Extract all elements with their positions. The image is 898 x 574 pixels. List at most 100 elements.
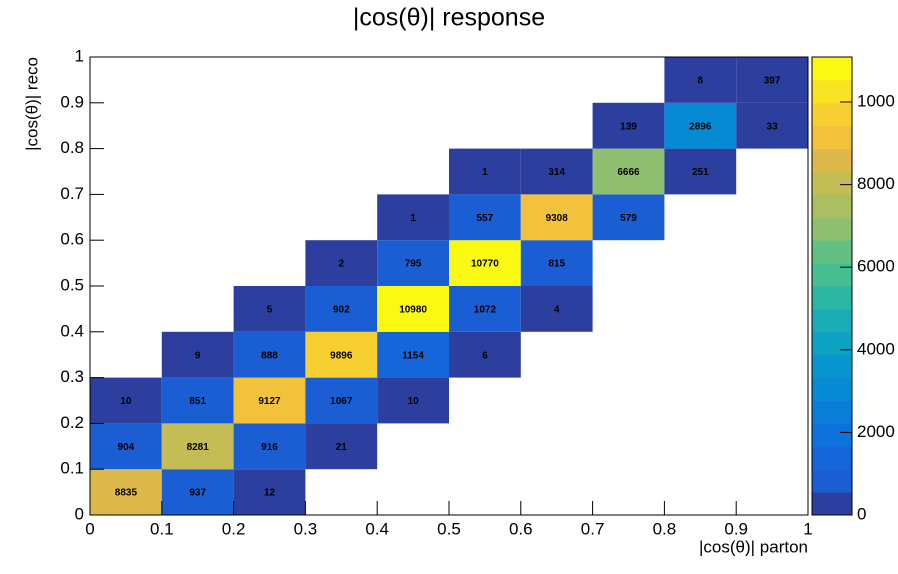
- cell-label: 314: [548, 167, 565, 178]
- x-tick-label: 0.8: [653, 519, 677, 538]
- cell: [449, 240, 521, 286]
- cell: [377, 331, 449, 378]
- cell-label: 8281: [187, 442, 210, 453]
- cell-label: 251: [692, 167, 709, 178]
- y-tick-label: 0.7: [60, 184, 84, 203]
- x-tick-label: 0.7: [581, 519, 605, 538]
- cell-label: 1154: [402, 350, 424, 361]
- cell-label: 1067: [330, 396, 353, 407]
- colorbar-band: [812, 240, 852, 264]
- cell: [449, 331, 521, 378]
- cell: [233, 286, 306, 332]
- x-tick-label: 0.4: [365, 519, 389, 538]
- cell-label: 2896: [689, 121, 712, 132]
- cell-label: 937: [189, 488, 206, 499]
- x-tick-label: 0.5: [437, 519, 461, 538]
- x-tick-label: 0.1: [150, 519, 174, 538]
- y-tick-label: 0.2: [60, 413, 84, 432]
- cell: [664, 102, 737, 149]
- colorbar-band: [812, 331, 852, 356]
- cell-label: 33: [767, 121, 779, 132]
- colorbar-band: [812, 423, 852, 447]
- cell-label: 916: [261, 442, 278, 453]
- y-tick-label: 0.3: [60, 367, 84, 386]
- cell-label: 397: [764, 76, 781, 87]
- cell-label: 815: [548, 259, 565, 270]
- cell: [161, 377, 234, 424]
- cell-label: 6666: [617, 167, 640, 178]
- colorbar-band: [812, 102, 852, 127]
- cell-label: 9896: [330, 350, 353, 361]
- cell: [161, 469, 234, 515]
- cell: [305, 377, 378, 424]
- colorbar-band: [812, 217, 852, 241]
- cell-label: 9127: [258, 396, 281, 407]
- colorbar-band: [812, 400, 852, 424]
- colorbar-frame: [811, 56, 853, 516]
- cell: [377, 286, 449, 332]
- x-tick-label: 0.2: [222, 519, 246, 538]
- cell-label: 6: [482, 350, 488, 361]
- colorbar-band: [812, 125, 852, 150]
- colorbar-band: [812, 79, 852, 104]
- cell: [90, 469, 162, 515]
- y-axis-label: |cos(θ)| reco: [22, 57, 41, 151]
- cell: [377, 194, 449, 241]
- colorbar-band: [812, 377, 852, 401]
- cell: [520, 286, 593, 332]
- cell-label: 9: [195, 350, 201, 361]
- cell-label: 139: [620, 121, 637, 132]
- colorbar-tick-label: 6000: [857, 257, 895, 276]
- colorbar-band: [812, 354, 852, 379]
- cell-label: 904: [118, 442, 135, 453]
- cell-label: 4: [554, 305, 560, 316]
- cell: [305, 286, 378, 332]
- y-tick-label: 0.8: [60, 138, 84, 157]
- x-axis-label: |cos(θ)| parton: [699, 537, 808, 556]
- x-tick-label: 0.6: [509, 519, 533, 538]
- colorbar-band: [812, 194, 852, 218]
- cell-label: 10770: [471, 259, 499, 270]
- y-tick-label: 0.6: [60, 230, 84, 249]
- cell-label: 888: [261, 350, 278, 361]
- cell-label: 2: [339, 259, 345, 270]
- cell-label: 1: [482, 167, 488, 178]
- cell: [305, 331, 378, 378]
- cell-label: 1072: [474, 305, 497, 316]
- colorbar-tick-label: 8000: [857, 174, 895, 193]
- cell: [233, 423, 306, 470]
- cell: [233, 469, 306, 515]
- cell: [520, 240, 593, 286]
- cell-label: 9308: [546, 213, 569, 224]
- x-tick-label: 0.9: [724, 519, 748, 538]
- y-tick-label: 1: [75, 46, 84, 65]
- cell-label: 8: [698, 76, 704, 87]
- cell-label: 795: [405, 259, 422, 270]
- cell-label: 1: [410, 213, 416, 224]
- cell-label: 579: [620, 213, 637, 224]
- cell-label: 10: [120, 396, 132, 407]
- y-tick-label: 0.4: [60, 321, 84, 340]
- cell: [233, 377, 306, 424]
- cell-label: 12: [264, 488, 276, 499]
- cell: [520, 148, 593, 195]
- chart-title: |cos(θ)| response: [353, 4, 545, 32]
- cell: [90, 377, 162, 424]
- cell: [664, 57, 737, 103]
- y-tick-label: 0.1: [60, 459, 84, 478]
- colorbar-tick-label: 0: [857, 504, 866, 523]
- cell: [90, 423, 162, 470]
- cell-label: 557: [477, 213, 494, 224]
- cell: [664, 148, 737, 195]
- cell: [377, 240, 449, 286]
- cell-label: 10: [408, 396, 420, 407]
- cell: [305, 423, 378, 470]
- colorbar-band: [812, 469, 852, 493]
- cell: [305, 240, 378, 286]
- cell: [233, 331, 306, 378]
- cell-label: 21: [336, 442, 348, 453]
- cell-label: 5: [267, 305, 273, 316]
- y-tick-label: 0: [75, 504, 84, 523]
- cell-label: 851: [189, 396, 206, 407]
- cell: [592, 102, 665, 149]
